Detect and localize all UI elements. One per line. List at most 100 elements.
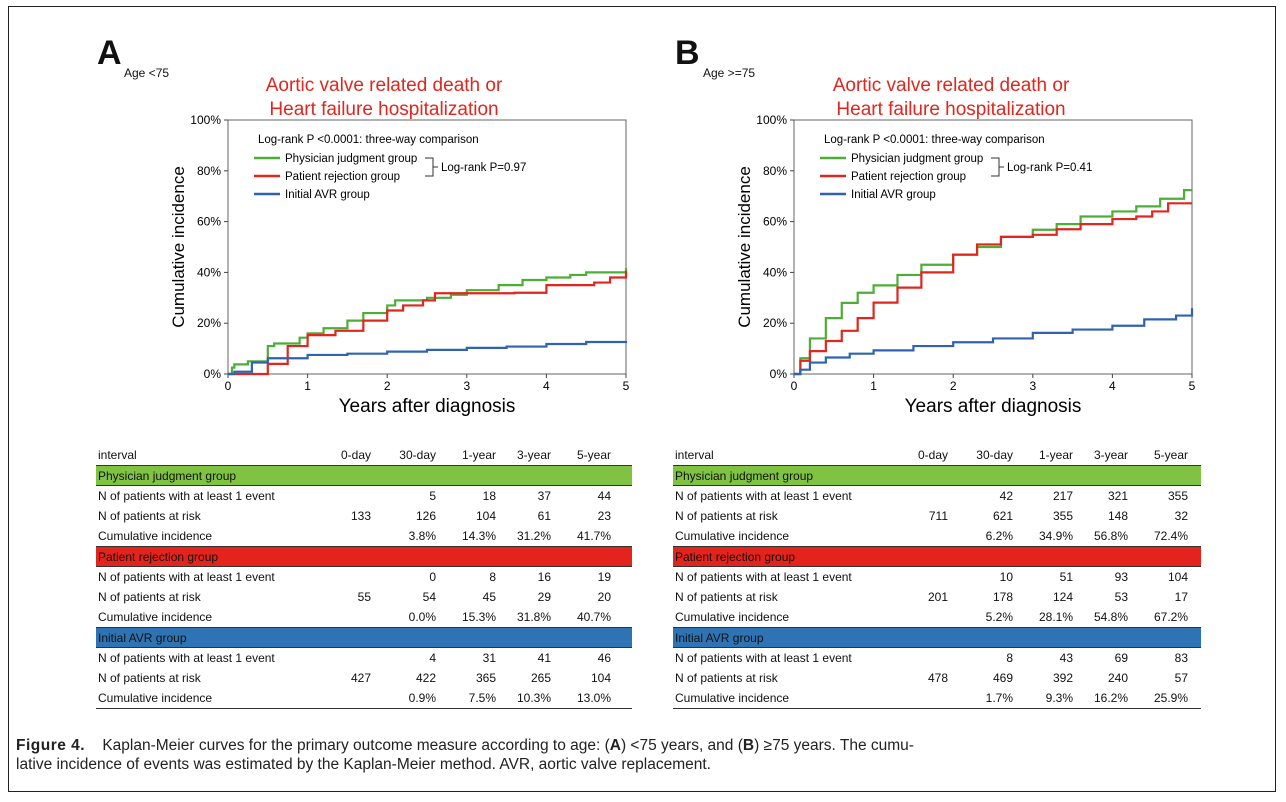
logrank-bracket	[425, 157, 438, 177]
table-cell: 321	[1107, 489, 1128, 503]
table-cell: 5.2%	[985, 610, 1013, 624]
x-axis-label: Years after diagnosis	[339, 396, 516, 417]
table-row-label: Cumulative incidence	[98, 610, 213, 624]
table-cell: 124	[1052, 590, 1073, 604]
figure-caption: Figure 4. Kaplan-Meier curves for the pr…	[16, 736, 1266, 774]
table-cell: 54.8%	[1093, 610, 1128, 624]
legend-label-2: Initial AVR group	[285, 189, 370, 201]
legend-label-0: Physician judgment group	[851, 153, 983, 165]
x-tick-label: 2	[950, 379, 957, 393]
table-row: N of patients at risk 427 422 365 265 104	[96, 668, 632, 688]
table-row-label: Cumulative incidence	[98, 529, 213, 543]
table-cell: 41	[537, 651, 551, 665]
table-row: N of patients with at least 1 event 42 217…	[673, 486, 1201, 506]
x-tick-label: 3	[463, 379, 470, 393]
table-cell: 10	[999, 570, 1013, 584]
y-tick-label: 80%	[197, 164, 221, 178]
table-row-label: N of patients with at least 1 event	[675, 651, 852, 665]
y-tick-label: 60%	[197, 215, 221, 229]
table-cell: 20	[597, 590, 611, 604]
table-header-interval: interval	[675, 448, 714, 462]
table-cell: 104	[475, 509, 496, 523]
table-cell: 478	[927, 671, 948, 685]
table-group-band: Patient rejection group	[96, 546, 632, 567]
x-axis-label: Years after diagnosis	[905, 396, 1082, 417]
table-cell: 57	[1174, 671, 1188, 685]
table-cell: 16	[537, 570, 551, 584]
logrank-pair-text: Log-rank P=0.41	[1007, 162, 1092, 174]
table-header-cell: 30-day	[399, 448, 436, 462]
table-row: N of patients at risk 478 469 392 240 57	[673, 668, 1201, 688]
table-row-label: Cumulative incidence	[675, 691, 790, 705]
table-row: Cumulative incidence 3.8% 14.3% 31.2% 41.7%	[96, 526, 632, 547]
table-cell: 0	[429, 570, 436, 584]
table-header-cell: 1-year	[461, 448, 496, 462]
table-cell: 355	[1052, 509, 1073, 523]
table-cell: 55	[357, 590, 371, 604]
legend-label-1: Patient rejection group	[851, 171, 966, 183]
table-cell: 32	[1174, 509, 1188, 523]
table-cell: 9.3%	[1045, 691, 1073, 705]
table-row-label: N of patients with at least 1 event	[675, 570, 852, 584]
legend-label-1: Patient rejection group	[285, 171, 400, 183]
table-row: N of patients with at least 1 event 0 8 16 1…	[96, 567, 632, 587]
y-tick-label: 60%	[763, 215, 787, 229]
table-row-label: N of patients with at least 1 event	[98, 570, 275, 584]
panel-b-title: Aortic valve related death or Heart fail…	[791, 74, 1111, 122]
table-cell: 148	[1107, 509, 1128, 523]
caption-line-2: lative incidence of events was estimated…	[16, 756, 711, 773]
table-cell: 240	[1107, 671, 1128, 685]
series-line-1	[794, 202, 1192, 376]
table-cell: 6.2%	[985, 529, 1013, 543]
table-cell: 17	[1174, 590, 1188, 604]
panel-a-title-line2: Heart failure hospitalization	[269, 99, 499, 120]
table-row: Cumulative incidence 0.0% 15.3% 31.8% 40.7%	[96, 607, 632, 628]
table-cell: 45	[482, 590, 496, 604]
x-tick-label: 4	[543, 379, 550, 393]
table-cell: 7.5%	[468, 691, 496, 705]
table-cell: 51	[1059, 570, 1073, 584]
caption-text-2: ) <75 years, and (	[620, 737, 743, 754]
table-cell: 54	[422, 590, 436, 604]
legend-label-2: Initial AVR group	[851, 189, 936, 201]
y-tick-label: 40%	[763, 265, 787, 279]
y-tick-label: 40%	[197, 265, 221, 279]
table-row: Cumulative incidence 1.7% 9.3% 16.2% 25.9%	[673, 688, 1201, 709]
table-row: N of patients with at least 1 event 10 51 9…	[673, 567, 1201, 587]
legend-label-0: Physician judgment group	[285, 153, 417, 165]
panel-a-title: Aortic valve related death or Heart fail…	[224, 74, 544, 122]
y-tick-label: 20%	[763, 316, 787, 330]
table-cell: 31.2%	[516, 529, 551, 543]
y-axis-label: Cumulative incidence	[735, 166, 754, 328]
table-cell: 53	[1114, 590, 1128, 604]
table-cell: 72.4%	[1153, 529, 1188, 543]
panel-b-table: interval 0-day 30-day 1-year 3-year 5-year Phy…	[673, 445, 1201, 709]
y-tick-label: 0%	[770, 367, 788, 381]
logrank-pair-text: Log-rank P=0.97	[441, 162, 526, 174]
series-line-2	[228, 340, 628, 376]
table-cell: 10.3%	[516, 691, 551, 705]
table-group-band: Physician judgment group	[96, 465, 632, 486]
table-cell: 4	[429, 651, 436, 665]
table-row: N of patients with at least 1 event 8 43 69…	[673, 648, 1201, 668]
table-header-row: interval 0-day 30-day 1-year 3-year 5-year	[673, 445, 1201, 466]
table-cell: 1.7%	[985, 691, 1013, 705]
panel-a-table: interval 0-day 30-day 1-year 3-year 5-year Phy…	[96, 445, 632, 709]
caption-a: A	[609, 737, 621, 754]
table-row: N of patients at risk 201 178 124 53 17	[673, 587, 1201, 607]
table-cell: 711	[928, 509, 948, 523]
table-row-label: N of patients at risk	[675, 671, 778, 685]
caption-b: B	[742, 737, 755, 754]
x-tick-label: 1	[870, 379, 877, 393]
caption-text-3: ) ≥75 years. The cumu-	[754, 737, 914, 754]
caption-line-1: Figure 4. Kaplan-Meier curves for the pr…	[16, 736, 1266, 755]
table-group-band: Patient rejection group	[673, 546, 1201, 567]
x-tick-label: 5	[623, 379, 630, 393]
table-row-label: N of patients at risk	[98, 671, 201, 685]
table-cell: 28.1%	[1038, 610, 1073, 624]
table-cell: 621	[992, 509, 1013, 523]
plot-area	[227, 119, 627, 375]
panel-a-age-label: Age <75	[124, 66, 170, 80]
table-group-band: Initial AVR group	[96, 627, 632, 648]
table-header-cell: 1-year	[1038, 448, 1073, 462]
